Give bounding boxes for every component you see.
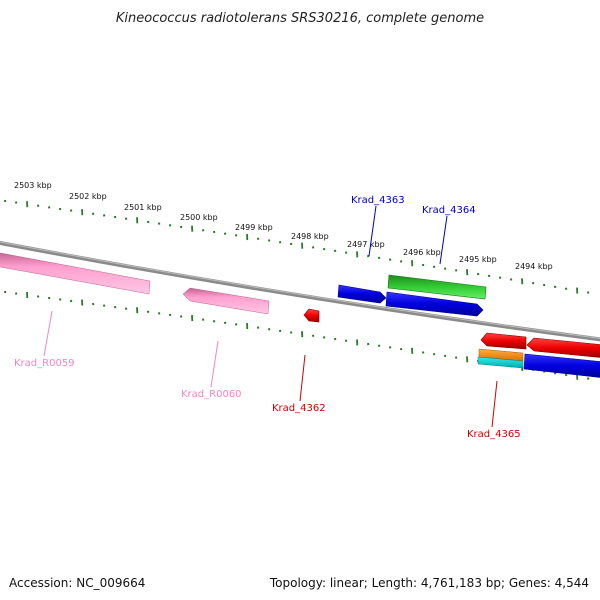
- kbp-label: 2501 kbp: [124, 203, 162, 212]
- gene-label-krad-4365: Krad_4365: [467, 429, 521, 440]
- kbp-label: 2495 kbp: [459, 255, 497, 264]
- kbp-label: 2497 kbp: [347, 240, 385, 249]
- gene-krad-4364-green[interactable]: [387, 274, 487, 300]
- upper-tick-track: [4, 199, 590, 294]
- gene-cyan[interactable]: [477, 356, 524, 369]
- gene-krad-r0059[interactable]: [0, 252, 151, 295]
- chromosome-backbone: [0, 240, 600, 342]
- leader-line-krad-r0059: [43, 310, 53, 357]
- kbp-scale: 2503 kbp 2502 kbp 2501 kbp 2500 kbp 2499…: [14, 181, 553, 271]
- gene-label-krad-4364: Krad_4364: [422, 205, 476, 216]
- gene-label-krad-r0059: Krad_R0059: [14, 358, 75, 369]
- gene-krad-4365[interactable]: [480, 332, 527, 350]
- leader-line-krad-r0060: [210, 340, 219, 388]
- leader-line-krad-4364: [439, 215, 448, 265]
- kbp-label: 2503 kbp: [14, 181, 52, 190]
- gene-krad-4362[interactable]: [303, 308, 320, 323]
- kbp-label: 2502 kbp: [69, 192, 107, 201]
- leader-line-krad-4365: [491, 380, 498, 428]
- leader-line-krad-4362: [299, 354, 306, 402]
- gene-krad-4364[interactable]: [385, 291, 484, 317]
- kbp-label: 2499 kbp: [235, 223, 273, 232]
- gene-label-krad-4362: Krad_4362: [272, 403, 326, 414]
- gene-krad-r0060[interactable]: [182, 287, 270, 315]
- leader-line-krad-4363: [368, 205, 377, 257]
- kbp-label: 2498 kbp: [291, 232, 329, 241]
- accession-text: Accession: NC_009664: [9, 576, 146, 590]
- gene-label-krad-4363: Krad_4363: [351, 195, 405, 206]
- kbp-label: 2494 kbp: [515, 262, 553, 271]
- map-title: Kineococcus radiotolerans SRS30216, comp…: [116, 11, 484, 26]
- genome-summary-text: Topology: linear; Length: 4,761,183 bp; …: [269, 576, 589, 590]
- gene-krad-4363[interactable]: [337, 284, 387, 304]
- kbp-label: 2500 kbp: [180, 213, 218, 222]
- gene-blue-right[interactable]: [523, 353, 600, 378]
- kbp-label: 2496 kbp: [403, 248, 441, 257]
- chromosome-backbone-highlight: [0, 241, 600, 339]
- gene-label-krad-r0060: Krad_R0060: [181, 389, 242, 400]
- gene-red-right[interactable]: [526, 337, 600, 358]
